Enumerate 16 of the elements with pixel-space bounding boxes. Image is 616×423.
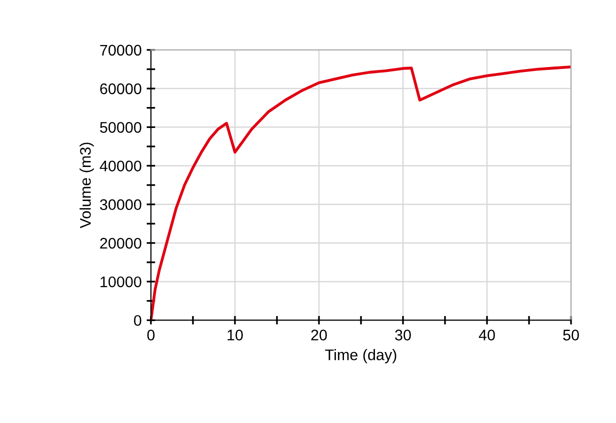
- x-tick-label: 50: [563, 330, 579, 340]
- y-tick-label: 40000: [100, 160, 142, 172]
- y-tick-label: 60000: [100, 83, 142, 94]
- x-tick-label: 40: [478, 330, 495, 340]
- y-axis-title: Volume (m3): [80, 142, 94, 228]
- y-tick-label: 50000: [100, 122, 142, 133]
- x-tick-label: 0: [147, 330, 155, 340]
- y-tick-label: 70000: [100, 44, 142, 56]
- x-tick-label: 20: [311, 330, 327, 340]
- x-axis-title: Time (day): [325, 349, 396, 364]
- y-tick-label: 30000: [100, 199, 142, 210]
- x-tick-label: 10: [228, 330, 243, 340]
- y-tick-label: 10000: [100, 276, 142, 288]
- x-tick-label: 30: [395, 330, 411, 340]
- y-tick-label: 0: [134, 315, 142, 326]
- y-tick-label: 20000: [100, 238, 142, 249]
